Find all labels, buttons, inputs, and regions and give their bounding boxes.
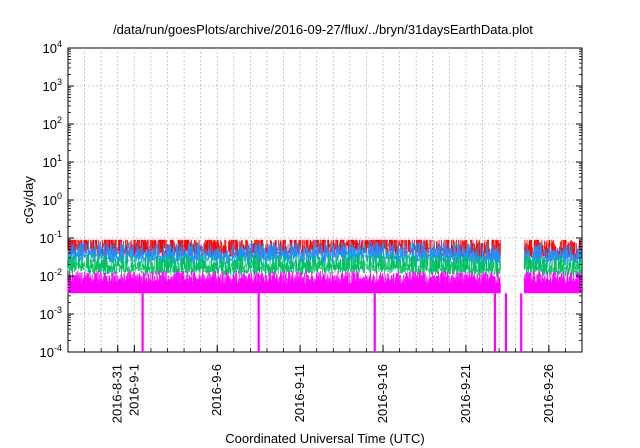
grid xyxy=(68,48,582,352)
y-tick-label: 10-4 xyxy=(40,343,62,360)
y-axis-label: cGy/day xyxy=(21,176,36,224)
series-2-line xyxy=(67,252,582,278)
chart-title: /data/run/goesPlots/archive/2016-09-27/f… xyxy=(113,22,533,37)
y-tick-label: 10-1 xyxy=(40,229,62,246)
y-axis-ticks: 10-4 10-3 10-2 10-1 100 101 102 103 104 xyxy=(40,39,582,360)
x-tick-label: 2016-9-16 xyxy=(375,364,390,423)
x-tick-label: 2016-9-21 xyxy=(458,364,473,423)
x-tick-label: 2016-9-6 xyxy=(209,364,224,416)
y-tick-label: 101 xyxy=(43,153,62,170)
y-tick-label: 10-3 xyxy=(40,305,62,322)
data-area xyxy=(67,239,582,352)
y-tick-label: 103 xyxy=(43,77,62,94)
x-tick-label: 2016-9-1 xyxy=(126,364,141,416)
x-tick-label: 2016-9-11 xyxy=(292,364,307,422)
x-axis-label: Coordinated Universal Time (UTC) xyxy=(225,431,424,446)
y-tick-label: 104 xyxy=(43,39,62,56)
x-axis-ticks: 2016-8-31 2016-9-1 2016-9-6 2016-9-11 2016-9… xyxy=(84,345,566,423)
x-tick-label: 2016-8-31 xyxy=(110,364,125,423)
y-tick-label: 100 xyxy=(43,191,62,208)
y-tick-label: 10-2 xyxy=(40,267,62,284)
x-tick-label: 2016-9-26 xyxy=(541,364,556,423)
y-tick-label: 102 xyxy=(43,115,62,132)
